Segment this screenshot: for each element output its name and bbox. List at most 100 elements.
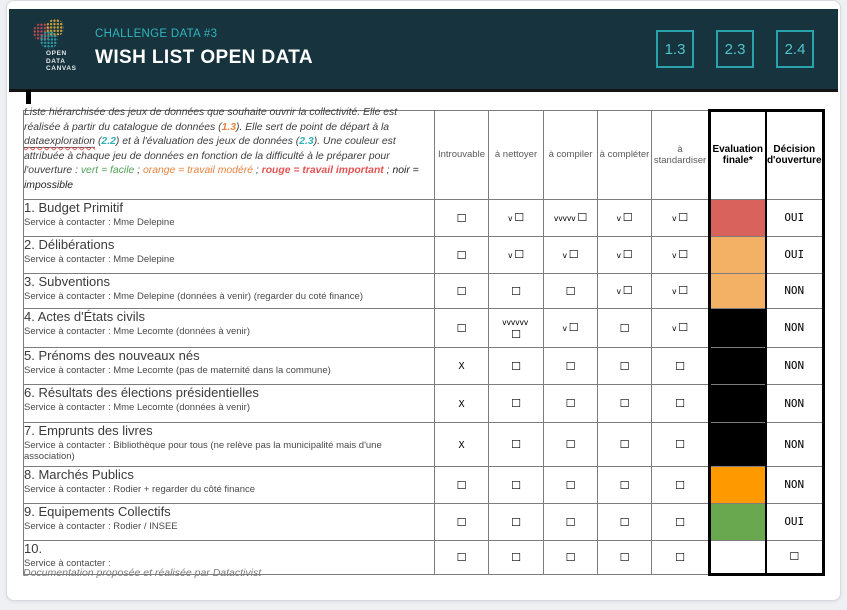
check-cell-8-standardiser[interactable]: ☐ bbox=[651, 465, 710, 504]
check-cell-9-compiler[interactable]: ☐ bbox=[543, 502, 598, 541]
check-cell-7-compiler[interactable]: ☐ bbox=[543, 421, 598, 467]
check-cell-6-nettoyer[interactable]: ☐ bbox=[488, 383, 544, 423]
check-cell-2-standardiser[interactable]: v ☐ bbox=[651, 235, 710, 274]
check-cell-9-standardiser[interactable]: ☐ bbox=[651, 502, 710, 541]
checkbox-icon: ☐ bbox=[456, 284, 467, 298]
check-cell-7-completer[interactable]: ☐ bbox=[597, 421, 652, 467]
check-cell-7-nettoyer[interactable]: ☐ bbox=[488, 421, 544, 467]
page-title: WISH LIST OPEN DATA bbox=[95, 47, 314, 68]
check-cell-10-standardiser[interactable]: ☐ bbox=[651, 539, 710, 575]
check-cell-5-standardiser[interactable]: ☐ bbox=[651, 346, 710, 385]
v-marks: v bbox=[616, 287, 621, 297]
check-cell-10-nettoyer[interactable]: ☐ bbox=[488, 539, 544, 575]
v-marks: v bbox=[616, 251, 621, 261]
check-cell-3-compiler[interactable]: ☐ bbox=[543, 272, 598, 309]
check-cell-1-standardiser[interactable]: v ☐ bbox=[651, 198, 710, 237]
check-cell-6-compiler[interactable]: ☐ bbox=[543, 383, 598, 423]
dataset-row-9: 9. Equipements Collectifs Service à conta… bbox=[23, 502, 825, 541]
check-cell-3-completer[interactable]: v ☐ bbox=[597, 272, 652, 309]
check-cell-3-standardiser[interactable]: v ☐ bbox=[651, 272, 710, 309]
check-cell-4-standardiser[interactable]: v ☐ bbox=[651, 307, 710, 348]
credit-footer: Documentation proposée et réalisée par D… bbox=[23, 567, 262, 579]
check-cell-4-completer[interactable]: ☐ bbox=[597, 307, 652, 348]
check-cell-2-introuvable[interactable]: ☐ bbox=[434, 235, 489, 274]
decision-cell-9: OUI bbox=[765, 502, 825, 541]
row-2-description: 2. Délibérations Service à contacter : Mm… bbox=[23, 235, 435, 274]
checkbox-icon: ☐ bbox=[622, 248, 633, 262]
check-cell-1-completer[interactable]: v ☐ bbox=[597, 198, 652, 237]
check-cell-7-introuvable[interactable]: X bbox=[434, 421, 489, 467]
check-cell-10-introuvable[interactable]: ☐ bbox=[434, 539, 489, 575]
open-data-canvas-logo: OPEN DATA CANVAS bbox=[33, 19, 95, 81]
dataset-subtitle: Service à contacter : Mme Lecomte (pas d… bbox=[24, 364, 331, 376]
checkbox-icon: ☐ bbox=[678, 248, 689, 262]
checkbox-icon: ☐ bbox=[675, 397, 685, 411]
check-cell-8-nettoyer[interactable]: ☐ bbox=[488, 465, 544, 504]
check-cell-1-nettoyer[interactable]: v ☐ bbox=[488, 198, 544, 237]
check-cell-2-compiler[interactable]: v ☐ bbox=[543, 235, 598, 274]
check-cell-6-standardiser[interactable]: ☐ bbox=[651, 383, 710, 423]
checkbox-icon: ☐ bbox=[514, 211, 525, 225]
checkbox-icon: ☐ bbox=[619, 478, 630, 492]
checkbox-icon: ☐ bbox=[789, 550, 800, 564]
intro-segment: vert = facile bbox=[80, 165, 135, 177]
check-cell-1-compiler[interactable]: vvvvv ☐ bbox=[543, 198, 598, 237]
check-cell-5-introuvable[interactable]: X bbox=[434, 346, 489, 385]
check-cell-4-compiler[interactable]: v ☐ bbox=[543, 307, 598, 348]
v-marks: vvvvvv bbox=[502, 318, 528, 328]
intro-segment: ( bbox=[95, 136, 102, 148]
checkbox-icon: ☐ bbox=[675, 478, 685, 492]
v-marks: v bbox=[507, 251, 513, 261]
row-9-description: 9. Equipements Collectifs Service à conta… bbox=[23, 502, 435, 541]
x-mark: X bbox=[458, 398, 465, 410]
dataset-subtitle: Service à contacter : Rodier + regarder … bbox=[24, 483, 256, 495]
table-body: 1. Budget Primitif Service à contacter : … bbox=[23, 198, 825, 576]
intro-segment: rouge = travail important bbox=[261, 165, 384, 177]
check-cell-6-completer[interactable]: ☐ bbox=[597, 383, 652, 423]
badge-2.4: 2.4 bbox=[776, 30, 814, 68]
checkbox-icon: ☐ bbox=[456, 478, 467, 492]
col-header-1: Introuvable bbox=[434, 110, 489, 200]
row-6-description: 6. Résultats des élections présidentiell… bbox=[23, 383, 435, 423]
checkbox-icon: ☐ bbox=[678, 321, 689, 335]
wishlist-table: Liste hiérarchisée des jeux de données q… bbox=[23, 106, 825, 576]
dataset-row-7: 7. Emprunts des livres Service à contacte… bbox=[23, 421, 825, 467]
decision-cell-2: OUI bbox=[765, 235, 825, 274]
checkbox-icon: ☐ bbox=[619, 551, 630, 565]
intro-segment: 2.3 bbox=[299, 136, 314, 148]
check-cell-8-introuvable[interactable]: ☐ bbox=[434, 465, 489, 504]
checkbox-icon: ☐ bbox=[456, 515, 467, 529]
check-cell-8-compiler[interactable]: ☐ bbox=[543, 465, 598, 504]
check-cell-4-nettoyer[interactable]: vvvvvv ☐ bbox=[488, 307, 544, 348]
check-cell-7-standardiser[interactable]: ☐ bbox=[651, 421, 710, 467]
check-cell-9-completer[interactable]: ☐ bbox=[597, 502, 652, 541]
check-cell-2-nettoyer[interactable]: v ☐ bbox=[488, 235, 544, 274]
checkbox-icon: ☐ bbox=[565, 438, 576, 452]
dataset-subtitle: Service à contacter : Mme Lecomte (donné… bbox=[24, 325, 250, 337]
row-8-description: 8. Marchés Publics Service à contacter : … bbox=[23, 465, 435, 504]
check-cell-1-introuvable[interactable]: ☐ bbox=[434, 198, 489, 237]
check-cell-6-introuvable[interactable]: X bbox=[434, 383, 489, 423]
check-cell-4-introuvable[interactable]: ☐ bbox=[434, 307, 489, 348]
check-cell-5-compiler[interactable]: ☐ bbox=[543, 346, 598, 385]
intro-paragraph: Liste hiérarchisée des jeux de données q… bbox=[24, 106, 434, 194]
evaluation-cell-1 bbox=[708, 198, 767, 237]
dataset-subtitle: Service à contacter : Mme Delepine bbox=[24, 253, 175, 265]
checkbox-icon: ☐ bbox=[456, 248, 467, 262]
check-cell-9-nettoyer[interactable]: ☐ bbox=[488, 502, 544, 541]
intro-segment: noir = impossible bbox=[24, 165, 419, 191]
check-cell-10-completer[interactable]: ☐ bbox=[597, 539, 652, 575]
decision-cell-10[interactable]: ☐ bbox=[765, 539, 825, 576]
check-cell-2-completer[interactable]: v ☐ bbox=[597, 235, 652, 274]
check-cell-10-compiler[interactable]: ☐ bbox=[543, 539, 598, 575]
check-cell-8-completer[interactable]: ☐ bbox=[597, 465, 652, 504]
col-header-2: à nettoyer bbox=[488, 110, 544, 200]
check-cell-9-introuvable[interactable]: ☐ bbox=[434, 502, 489, 541]
dataset-subtitle: Service à contacter : Rodier / INSEE bbox=[24, 520, 178, 532]
check-cell-5-completer[interactable]: ☐ bbox=[597, 346, 652, 385]
check-cell-3-introuvable[interactable]: ☐ bbox=[434, 272, 489, 309]
check-cell-3-nettoyer[interactable]: ☐ bbox=[488, 272, 544, 309]
check-cell-5-nettoyer[interactable]: ☐ bbox=[488, 346, 544, 385]
header-banner: OPEN DATA CANVAS CHALLENGE DATA #3 WISH LI… bbox=[9, 9, 838, 92]
evaluation-cell-7 bbox=[708, 421, 767, 467]
